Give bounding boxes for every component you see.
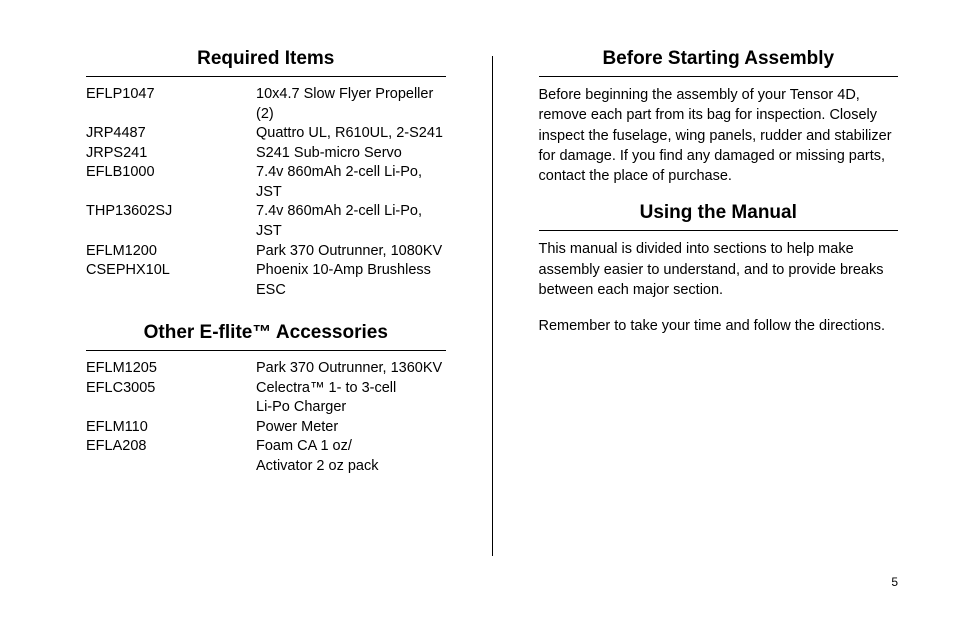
required-item-code: EFLM1200 bbox=[86, 242, 256, 262]
required-item-row: EFLP104710x4.7 Slow Flyer Propeller (2) bbox=[86, 85, 446, 124]
required-item-row: EFLB10007.4v 860mAh 2-cell Li-Po, JST bbox=[86, 163, 446, 202]
required-item-code: THP13602SJ bbox=[86, 202, 256, 241]
accessory-item-desc: Activator 2 oz pack bbox=[256, 457, 446, 477]
required-item-desc: Park 370 Outrunner, 1080KV bbox=[256, 242, 446, 262]
accessory-item-desc: Park 370 Outrunner, 1360KV bbox=[256, 359, 446, 379]
accessories-table: EFLM1205Park 370 Outrunner, 1360KVEFLC30… bbox=[86, 359, 446, 476]
accessory-item-row: EFLM110Power Meter bbox=[86, 418, 446, 438]
accessory-item-code bbox=[86, 398, 256, 418]
using-manual-rule bbox=[539, 230, 899, 231]
required-item-desc: S241 Sub-micro Servo bbox=[256, 144, 446, 164]
required-item-row: CSEPHX10LPhoenix 10-Amp Brushless ESC bbox=[86, 261, 446, 300]
required-items-table: EFLP104710x4.7 Slow Flyer Propeller (2)J… bbox=[86, 85, 446, 300]
required-item-code: JRP4487 bbox=[86, 124, 256, 144]
required-item-code: EFLP1047 bbox=[86, 85, 256, 124]
before-assembly-text: Before beginning the assembly of your Te… bbox=[539, 85, 899, 186]
accessory-item-code: EFLA208 bbox=[86, 437, 256, 457]
accessory-item-code: EFLM1205 bbox=[86, 359, 256, 379]
left-column: Required Items EFLP104710x4.7 Slow Flyer… bbox=[86, 48, 446, 556]
required-item-row: JRP4487Quattro UL, R610UL, 2-S241 bbox=[86, 124, 446, 144]
right-column: Before Starting Assembly Before beginnin… bbox=[539, 48, 899, 556]
required-item-row: EFLM1200Park 370 Outrunner, 1080KV bbox=[86, 242, 446, 262]
accessory-item-desc: Power Meter bbox=[256, 418, 446, 438]
required-item-desc: Quattro UL, R610UL, 2-S241 bbox=[256, 124, 446, 144]
required-item-desc: 7.4v 860mAh 2-cell Li-Po, JST bbox=[256, 163, 446, 202]
accessory-item-row: Activator 2 oz pack bbox=[86, 457, 446, 477]
using-manual-heading: Using the Manual bbox=[539, 202, 899, 224]
before-assembly-heading: Before Starting Assembly bbox=[539, 48, 899, 70]
required-items-rule bbox=[86, 76, 446, 77]
accessory-item-code bbox=[86, 457, 256, 477]
accessory-item-desc: Foam CA 1 oz/ bbox=[256, 437, 446, 457]
required-item-code: CSEPHX10L bbox=[86, 261, 256, 300]
required-item-code: EFLB1000 bbox=[86, 163, 256, 202]
accessory-item-code: EFLM110 bbox=[86, 418, 256, 438]
page-content: Required Items EFLP104710x4.7 Slow Flyer… bbox=[0, 0, 954, 556]
required-item-desc: 7.4v 860mAh 2-cell Li-Po, JST bbox=[256, 202, 446, 241]
accessory-item-row: Li-Po Charger bbox=[86, 398, 446, 418]
accessories-rule bbox=[86, 350, 446, 351]
column-divider bbox=[492, 56, 493, 556]
accessory-item-desc: Li-Po Charger bbox=[256, 398, 446, 418]
required-item-row: JRPS241S241 Sub-micro Servo bbox=[86, 144, 446, 164]
required-item-row: THP13602SJ7.4v 860mAh 2-cell Li-Po, JST bbox=[86, 202, 446, 241]
accessories-heading: Other E-flite™ Accessories bbox=[86, 322, 446, 344]
required-item-code: JRPS241 bbox=[86, 144, 256, 164]
accessory-item-desc: Celectra™ 1- to 3-cell bbox=[256, 379, 446, 399]
accessory-item-row: EFLC3005Celectra™ 1- to 3-cell bbox=[86, 379, 446, 399]
using-manual-text-2: Remember to take your time and follow th… bbox=[539, 316, 899, 336]
required-item-desc: 10x4.7 Slow Flyer Propeller (2) bbox=[256, 85, 446, 124]
using-manual-text-1: This manual is divided into sections to … bbox=[539, 239, 899, 300]
page-number: 5 bbox=[891, 575, 898, 589]
accessory-item-row: EFLM1205Park 370 Outrunner, 1360KV bbox=[86, 359, 446, 379]
required-item-desc: Phoenix 10-Amp Brushless ESC bbox=[256, 261, 446, 300]
before-assembly-rule bbox=[539, 76, 899, 77]
accessory-item-row: EFLA208Foam CA 1 oz/ bbox=[86, 437, 446, 457]
accessory-item-code: EFLC3005 bbox=[86, 379, 256, 399]
required-items-heading: Required Items bbox=[86, 48, 446, 70]
